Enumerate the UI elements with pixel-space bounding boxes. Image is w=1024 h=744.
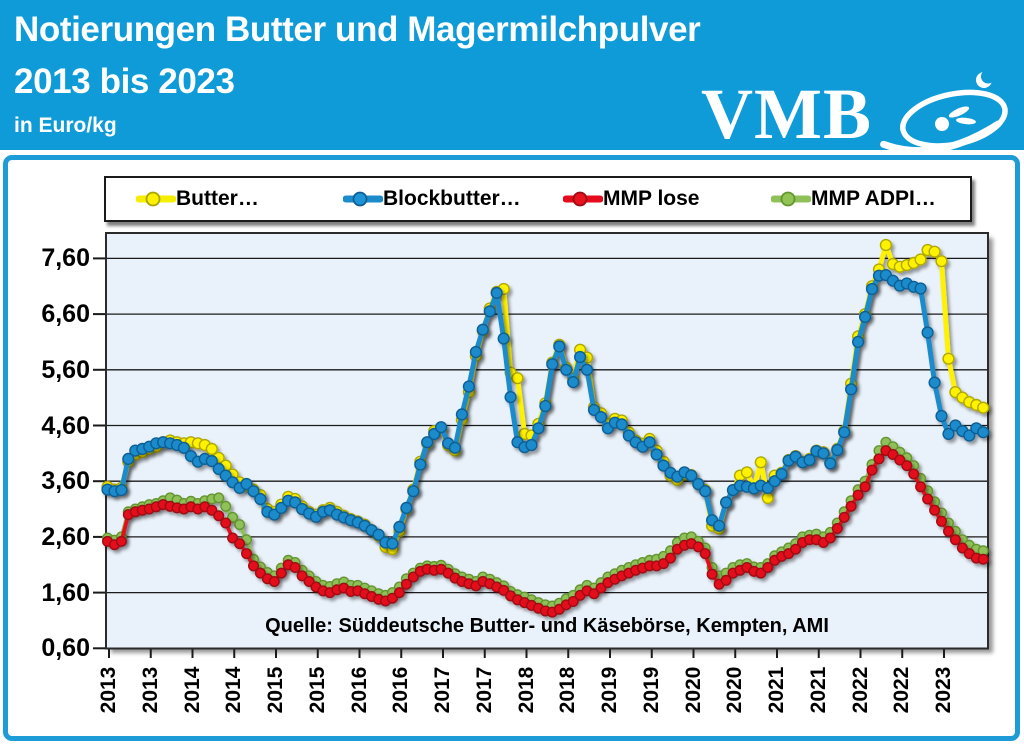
- legend-marker-mmp-lose-icon: [563, 191, 603, 207]
- plot-area: [106, 233, 988, 648]
- x-tick-label: 2022: [848, 666, 872, 714]
- y-tick-label: 1,60: [41, 578, 90, 607]
- x-tick-label: 2021: [765, 666, 788, 714]
- x-tick-label: 2018: [514, 666, 538, 714]
- legend-label-butter: Butter…: [176, 187, 259, 210]
- legend-item-mmp-adpi: MMP ADPI…: [771, 178, 936, 220]
- y-tick-label: 3,60: [41, 467, 90, 496]
- x-tick-label: 2016: [347, 666, 371, 714]
- y-tick-label: 6,60: [41, 300, 90, 329]
- chart-legend: Butter… Blockbutter… MMP lose MMP ADPI…: [104, 176, 972, 222]
- x-tick-label: 2015: [305, 666, 329, 714]
- y-tick-label: 7,60: [41, 244, 90, 273]
- x-tick-label: 2016: [389, 666, 413, 714]
- legend-label-blockbutter: Blockbutter…: [383, 187, 521, 210]
- x-tick-label: 2023: [932, 666, 955, 714]
- y-tick-label: 5,60: [41, 355, 90, 384]
- legend-item-butter: Butter…: [136, 178, 259, 220]
- legend-item-blockbutter: Blockbutter…: [343, 178, 521, 220]
- legend-marker-butter-icon: [136, 191, 176, 207]
- vmb-logo-text: VMB: [701, 74, 872, 154]
- legend-label-mmp-lose: MMP lose: [603, 187, 700, 210]
- legend-item-mmp-lose: MMP lose: [563, 178, 699, 220]
- legend-marker-blockbutter-icon: [343, 191, 383, 207]
- title-block: Notierungen Butter und Magermilchpulver …: [14, 4, 701, 138]
- x-tick-label: 2019: [639, 666, 663, 714]
- x-tick-label: 2014: [180, 666, 204, 714]
- x-tick-label: 2017: [472, 666, 496, 714]
- unit-label: in Euro/kg: [14, 114, 117, 137]
- x-tick-label: 2020: [681, 666, 705, 714]
- page-title-line1: Notierungen Butter und Magermilchpulver: [14, 10, 701, 49]
- page-title-line2: 2013 bis 2023: [14, 62, 235, 101]
- legend-label-mmp-adpi: MMP ADPI…: [811, 187, 936, 210]
- x-tick-label: 2022: [890, 666, 914, 714]
- source-note: Quelle: Süddeutsche Butter- und Käsebörs…: [265, 615, 829, 637]
- x-tick-label: 2018: [556, 666, 580, 714]
- x-tick-label: 2013: [138, 666, 162, 714]
- y-tick-label: 0,60: [41, 634, 90, 663]
- vmb-swoosh-icon: [880, 69, 1008, 155]
- y-tick-label: 2,60: [41, 522, 90, 551]
- x-tick-label: 2013: [97, 666, 120, 714]
- vmb-logo: VMB: [701, 68, 1020, 160]
- x-tick-label: 2014: [222, 666, 246, 714]
- x-tick-label: 2015: [264, 666, 287, 714]
- x-tick-label: 2017: [431, 666, 454, 714]
- x-tick-label: 2020: [723, 666, 747, 714]
- header: Notierungen Butter und Magermilchpulver …: [0, 0, 1024, 155]
- x-tick-label: 2019: [598, 666, 621, 714]
- legend-marker-mmp-adpi-icon: [771, 191, 811, 207]
- y-tick-label: 4,60: [41, 411, 90, 440]
- x-tick-label: 2021: [806, 666, 830, 714]
